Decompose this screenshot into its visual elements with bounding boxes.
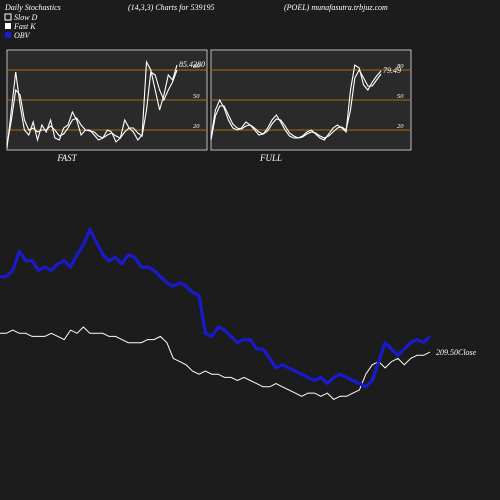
fast-tick-80: 80 — [193, 63, 200, 70]
fast-last-value: 85.4280 — [179, 60, 205, 69]
fast-k-line — [6, 60, 178, 149]
full-tick-80: 80 — [397, 63, 404, 70]
slow-d-swatch — [4, 13, 12, 21]
legend-fast-k: Fast K — [13, 22, 36, 31]
obv-swatch — [5, 32, 11, 38]
chart-symbol: (POEL) munafasutra.trbjuz.com — [284, 3, 388, 12]
fast-tick-50: 50 — [193, 93, 200, 100]
close-price-line — [0, 326, 431, 401]
full-stochastic-panel: 80 50 20 79.49 FULL — [210, 49, 412, 163]
full-tick-50: 50 — [397, 93, 404, 100]
fast-k-swatch — [5, 23, 11, 29]
fast-tick-20: 20 — [193, 123, 200, 130]
close-last-value: 209.50Close — [436, 348, 477, 357]
full-tick-20: 20 — [397, 123, 404, 130]
chart-title: Daily Stochastics — [4, 3, 61, 12]
price-obv-panel: 209.50Close — [0, 227, 477, 401]
full-last-value: 79.49 — [383, 66, 401, 75]
legend-slow-d: Slow D — [14, 13, 38, 22]
chart-params: (14,3,3) Charts for 539195 — [128, 3, 214, 12]
full-panel-label: FULL — [259, 153, 282, 163]
legend: Slow D Fast K OBV — [4, 13, 38, 40]
legend-obv: OBV — [14, 31, 31, 40]
obv-line — [0, 227, 432, 389]
full-k-line — [210, 64, 382, 141]
fast-panel-label: FAST — [56, 153, 77, 163]
fast-stochastic-panel: 80 50 20 85.4280 FAST — [6, 49, 208, 163]
